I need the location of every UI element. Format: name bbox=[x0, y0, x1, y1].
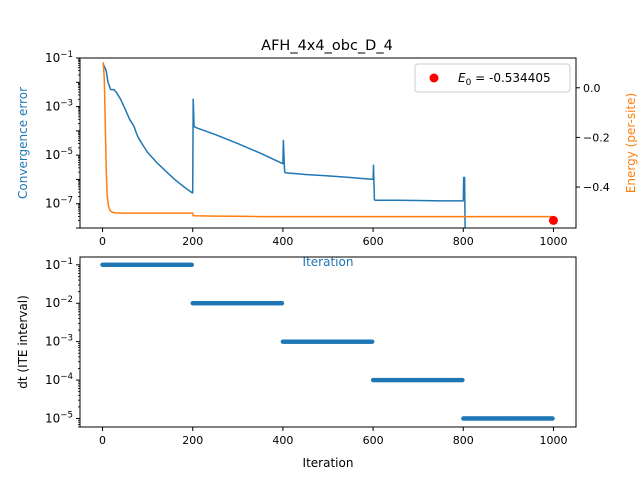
top-final-marker-layer bbox=[548, 215, 558, 225]
dt-point bbox=[550, 416, 555, 421]
dt-point bbox=[189, 262, 194, 267]
final-energy-point bbox=[548, 215, 558, 225]
legend-label-value: = -0.534405 bbox=[471, 71, 550, 85]
bottom-tick-label: 10−5 bbox=[45, 410, 73, 425]
top-x-tick-label: 0 bbox=[99, 235, 106, 248]
top-x-tick-label: 600 bbox=[363, 235, 384, 248]
legend-marker bbox=[429, 73, 439, 83]
bottom-x-tick-label: 0 bbox=[99, 434, 106, 447]
legend-label-subscript: 0 bbox=[466, 78, 472, 88]
top-right-tick-label: −0.2 bbox=[583, 131, 610, 144]
legend-label-symbol: E bbox=[458, 71, 466, 85]
legend-box bbox=[414, 63, 571, 93]
bottom-x-tick-label: 200 bbox=[182, 434, 203, 447]
dt-segment bbox=[190, 301, 285, 306]
dt-segment bbox=[100, 262, 194, 267]
top-right-tick-label: −0.4 bbox=[583, 181, 610, 194]
top-left-tick-label: 10−3 bbox=[45, 99, 73, 114]
bottom-x-tick-label: 400 bbox=[272, 434, 293, 447]
top-x-tick-label: 1000 bbox=[539, 235, 567, 248]
top-xlabel: Iteration bbox=[303, 255, 354, 269]
top-title: AFH_4x4_obc_D_4 bbox=[261, 38, 393, 54]
dt-segment bbox=[370, 377, 465, 383]
energy-line bbox=[102, 62, 554, 218]
bottom-ylabel: dt (ITE interval) bbox=[16, 295, 30, 389]
top-right-tick-label: 0.0 bbox=[583, 82, 601, 95]
bottom-tick-label: 10−1 bbox=[45, 257, 73, 272]
bottom-x-tick-label: 600 bbox=[363, 434, 384, 447]
top-right-y-ticks: 0.0 −0.2 −0.4 bbox=[576, 82, 610, 194]
top-right-ylabel: Energy (per-site) bbox=[624, 93, 638, 193]
bottom-y-ticks: 10−1 10−2 10−3 10−4 10−5 bbox=[45, 257, 80, 428]
top-x-tick-label: 800 bbox=[453, 235, 474, 248]
bottom-x-tick-label: 1000 bbox=[539, 434, 567, 447]
bottom-panel: 0 200 400 600 800 1000 10−1 10−2 10−3 10−4 10−5 d… bbox=[16, 256, 577, 470]
dt-point bbox=[460, 377, 465, 383]
top-energy-line-layer bbox=[102, 62, 554, 218]
top-left-y-ticks: 10−1 10−3 10−5 10−7 bbox=[45, 50, 80, 229]
legend: E0 = -0.534405 bbox=[414, 63, 571, 93]
convergence-error-line bbox=[102, 64, 466, 229]
bottom-xlabel: Iteration bbox=[303, 456, 354, 470]
top-x-tick-label: 200 bbox=[182, 235, 203, 248]
legend-label: E0 = -0.534405 bbox=[458, 71, 551, 88]
top-left-tick-label: 10−1 bbox=[45, 50, 73, 65]
top-x-tick-label: 400 bbox=[272, 235, 293, 248]
bottom-x-tick-label: 800 bbox=[453, 434, 474, 447]
top-panel: AFH_4x4_obc_D_4 0 200 400 600 800 1000 10−110… bbox=[16, 38, 638, 269]
dt-segment bbox=[280, 339, 375, 344]
bottom-x-ticks: 0 200 400 600 800 1000 bbox=[99, 427, 567, 447]
bottom-tick-label: 10−3 bbox=[45, 334, 73, 349]
bottom-tick-label: 10−2 bbox=[45, 295, 73, 310]
top-x-ticks: 0 200 400 600 800 1000 bbox=[99, 228, 567, 248]
top-convergence-line-layer bbox=[102, 64, 466, 229]
dt-point bbox=[279, 301, 285, 306]
top-axes-frame bbox=[79, 57, 577, 229]
dt-point bbox=[370, 339, 375, 344]
top-left-tick-label: 10−7 bbox=[45, 196, 73, 211]
bottom-dt-scatter-layer bbox=[100, 262, 555, 421]
dt-segment bbox=[461, 416, 555, 421]
top-left-ylabel: Convergence error bbox=[16, 87, 30, 199]
top-left-tick-label: 10−5 bbox=[45, 147, 73, 162]
bottom-tick-label: 10−4 bbox=[45, 372, 73, 387]
